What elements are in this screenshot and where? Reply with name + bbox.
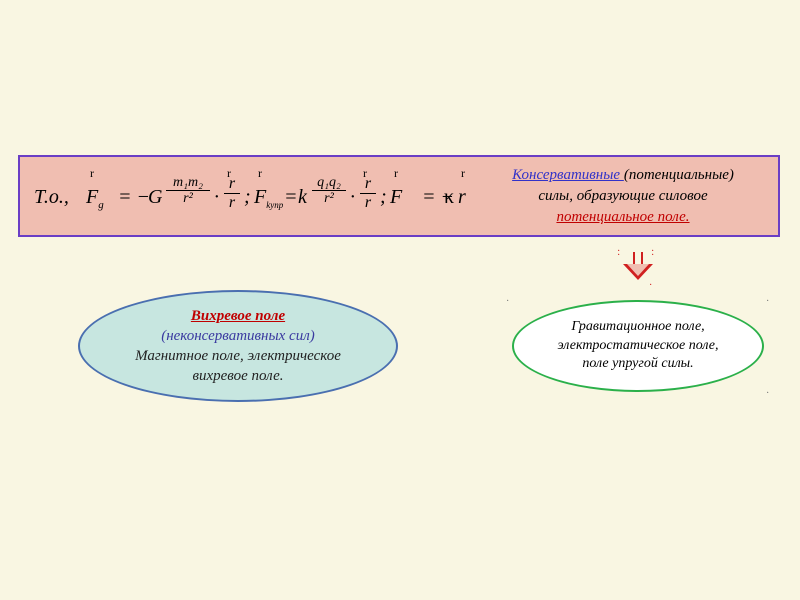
formula-box: Т.о., r r r r r r Fg = − G m₁m₂ r² · r r…	[18, 155, 780, 237]
sym-kappa: κ	[444, 186, 454, 209]
vec-mark: r	[461, 167, 465, 179]
sym-semi: ;	[380, 186, 387, 209]
sym-Fkupr: Fkупр	[254, 186, 283, 210]
sym-G: G	[148, 186, 162, 209]
slide: Т.о., r r r r r r Fg = − G m₁m₂ r² · r r…	[0, 0, 800, 600]
selection-handle-icon: ·	[766, 388, 769, 399]
sym-r: r	[458, 186, 466, 209]
sym-semi: ;	[244, 186, 251, 209]
potential-fields-ellipse: Гравитационное поле, электростатическое …	[512, 300, 764, 392]
selection-handle-icon: ·	[506, 296, 509, 307]
sym-eq-neg: = −	[118, 186, 150, 209]
sym-k: k	[298, 186, 307, 209]
selection-handle-icon: ·	[766, 296, 769, 307]
frac-q1q2-r2: q₁q₂ r²	[312, 175, 346, 207]
vec-mark: r	[90, 167, 94, 179]
vortex-title: Вихревое поле	[135, 306, 341, 326]
green-line2: электростатическое поле,	[557, 337, 718, 356]
label-line3: потенциальное поле.	[478, 207, 768, 228]
formula-prefix: Т.о.,	[34, 186, 69, 209]
vortex-subtitle: (неконсервативных сил)	[135, 326, 341, 346]
vec-mark: r	[394, 167, 398, 179]
conservative-link[interactable]: Консервативные	[512, 167, 624, 183]
vortex-field-ellipse: Вихревое поле (неконсервативных сил) Маг…	[78, 290, 398, 402]
formula-equations: Т.о., r r r r r r Fg = − G m₁m₂ r² · r r…	[26, 157, 476, 235]
vortex-body1: Магнитное поле, электрическое	[135, 346, 341, 366]
sym-dot: ·	[214, 186, 219, 209]
sym-dot: ·	[350, 186, 355, 209]
frac-r-r: r r	[224, 175, 240, 211]
label-line2: силы, образующие силовое	[478, 186, 768, 207]
sym-eq: =	[284, 186, 298, 209]
green-line3: поле упругой силы.	[557, 355, 718, 374]
arrow-down-icon: ·· ·· ·	[623, 252, 653, 282]
green-line1: Гравитационное поле,	[557, 318, 718, 337]
sym-F: F	[390, 186, 402, 209]
frac-m1m2-r2: m₁m₂ r²	[166, 175, 210, 207]
vec-mark: r	[258, 167, 262, 179]
vortex-body2: вихревое поле.	[135, 366, 341, 386]
label-line1: Консервативные (потенциальные)	[478, 165, 768, 186]
frac-r-r: r r	[360, 175, 376, 211]
formula-label: Консервативные (потенциальные) силы, обр…	[478, 165, 768, 228]
sym-Fg: Fg	[86, 186, 104, 211]
